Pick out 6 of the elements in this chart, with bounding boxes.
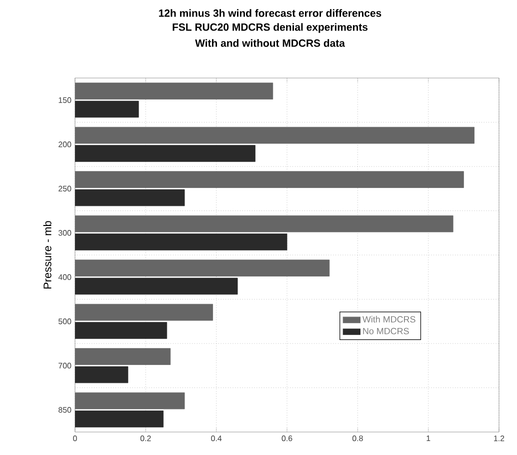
legend-label: With MDCRS [362, 316, 416, 323]
legend-label: No MDCRS [363, 328, 409, 334]
chart-title: 12h minus 3h wind forecast error differences [159, 9, 382, 17]
y-axis-title: Pressure - mb [43, 221, 52, 289]
chart-subtitle: FSL RUC20 MDCRS denial experiments [172, 23, 368, 33]
text: With and without MDCRS data [195, 39, 345, 47]
